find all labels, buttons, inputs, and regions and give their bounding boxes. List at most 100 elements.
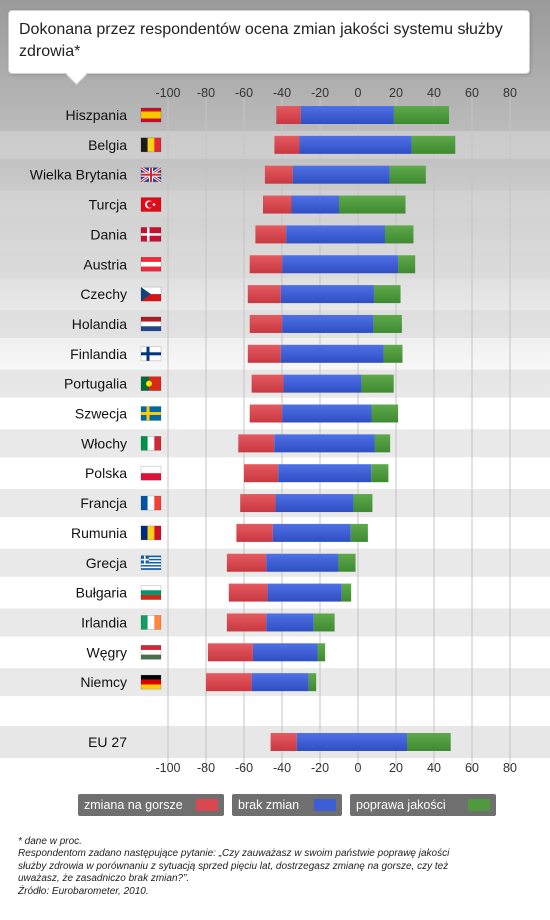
flag-part [141, 525, 148, 540]
footnote-question-1: Respondentom zadano następujące pytanie:… [18, 848, 450, 860]
x-tick-label-top: 80 [503, 86, 517, 100]
footnote-question-2: służby zdrowia w porównaniu z sytuacją s… [18, 860, 449, 872]
x-tick-label-top: -80 [197, 86, 215, 100]
bar-brak-zmian [274, 434, 375, 453]
flag-part [141, 473, 161, 481]
x-tick-label-top: -60 [235, 86, 253, 100]
bar-poprawa-jakosci [339, 195, 406, 214]
x-tick-label-bottom: 40 [427, 761, 441, 775]
category-label: Hiszpania [66, 107, 128, 123]
flag-part [141, 649, 161, 655]
bar-zmiana-na-gorsze [276, 106, 301, 124]
flag-part [141, 561, 161, 564]
bar-brak-zmian [266, 613, 314, 632]
legend-label-poprawa: poprawa jakości [356, 798, 446, 812]
bar-poprawa-jakosci [371, 464, 389, 483]
category-label: Austria [83, 256, 127, 272]
x-tick-label-bottom: -80 [197, 761, 215, 775]
x-tick-label-bottom: 60 [465, 761, 479, 775]
flag-part [141, 287, 161, 295]
bar-poprawa-jakosci [373, 285, 401, 304]
flag-bg-icon [140, 585, 162, 600]
x-tick-label-top: -20 [311, 86, 329, 100]
bar-zmiana-na-gorsze [249, 404, 283, 423]
flag-part [141, 558, 149, 561]
bar-brak-zmian [291, 195, 339, 214]
flag-part [152, 203, 156, 206]
flag-de-icon [140, 674, 162, 690]
bar-poprawa-jakosci [317, 643, 326, 662]
bar-brak-zmian [296, 733, 408, 751]
flag-part [154, 615, 161, 630]
flag-be-icon [140, 137, 162, 153]
flag-border [140, 256, 162, 272]
x-tick-label-bottom: 20 [389, 761, 403, 775]
legend-label-brak: brak zmian [238, 798, 300, 812]
bar-poprawa-jakosci [373, 314, 402, 333]
bar-brak-zmian [275, 494, 354, 513]
bar-zmiana-na-gorsze [206, 673, 252, 692]
flag-gr-icon [140, 555, 162, 571]
flag-part [141, 615, 148, 630]
bar-zmiana-na-gorsze [274, 135, 300, 154]
bar-brak-zmian [272, 523, 351, 542]
flag-fr-icon [140, 495, 162, 511]
flag-border [140, 585, 162, 600]
bar-brak-zmian [280, 344, 384, 363]
bar-zmiana-na-gorsze [226, 613, 267, 632]
bar-brak-zmian [282, 255, 399, 274]
legend-swatch-brak [314, 799, 336, 811]
flag-border [140, 346, 162, 362]
x-tick-label-bottom: -60 [235, 761, 253, 775]
bar-poprawa-jakosci [398, 255, 416, 274]
flag-part [141, 321, 161, 327]
flag-part [141, 684, 161, 690]
flag-part [141, 590, 161, 595]
x-tick-label-top: 0 [355, 86, 362, 100]
category-label: Szwecja [75, 406, 127, 422]
bar-zmiana-na-gorsze [240, 494, 276, 513]
footnote-units: * dane w proc. [18, 836, 82, 847]
legend-item-gorsze: zmiana na gorsze [78, 794, 224, 816]
bar-zmiana-na-gorsze [238, 434, 275, 453]
category-label: Polska [85, 465, 127, 481]
bar-zmiana-na-gorsze [226, 553, 267, 572]
bar-poprawa-jakosci [338, 553, 356, 572]
flag-part [154, 525, 161, 540]
bar-brak-zmian [252, 643, 318, 662]
flag-part [141, 376, 149, 391]
bar-poprawa-jakosci [407, 733, 451, 751]
x-tick-label-top: 20 [389, 86, 403, 100]
category-label: Francja [80, 495, 127, 511]
bar-brak-zmian [292, 165, 390, 184]
flag-tr-icon [140, 197, 162, 212]
flag-border [140, 137, 162, 153]
flag-part [141, 436, 148, 451]
bar-zmiana-na-gorsze [247, 285, 281, 304]
flag-part [141, 316, 161, 322]
bar-zmiana-na-gorsze [263, 195, 292, 214]
flag-part [141, 594, 161, 600]
bar-poprawa-jakosci [411, 135, 456, 154]
flag-part [141, 560, 161, 562]
flag-part [154, 436, 161, 451]
flag-border [140, 674, 162, 690]
flag-border [140, 495, 162, 511]
flag-part [154, 137, 161, 152]
x-tick-label-bottom: -100 [155, 761, 180, 775]
flag-part [141, 555, 161, 558]
flag-border [140, 525, 162, 541]
chart-area: -100 -100 -80 -80 -60 -60 -40 -40 -20 -20 0 0 20 20 40… [0, 0, 550, 775]
flag-cz-icon [140, 286, 162, 302]
flag-border [140, 197, 162, 212]
x-tick-label-bottom: 80 [503, 761, 517, 775]
category-label: Węgry [87, 644, 127, 660]
flag-gb-icon [140, 166, 162, 183]
category-label: Belgia [88, 137, 127, 153]
category-label: Wielka Brytania [30, 167, 127, 183]
flag-border [140, 615, 162, 630]
bar-poprawa-jakosci [384, 225, 414, 244]
flag-border [140, 376, 162, 391]
footnote-question-3: uważasz, że zasadniczo brak zmian?”. [18, 873, 190, 885]
legend-item-poprawa: poprawa jakości [350, 794, 496, 816]
